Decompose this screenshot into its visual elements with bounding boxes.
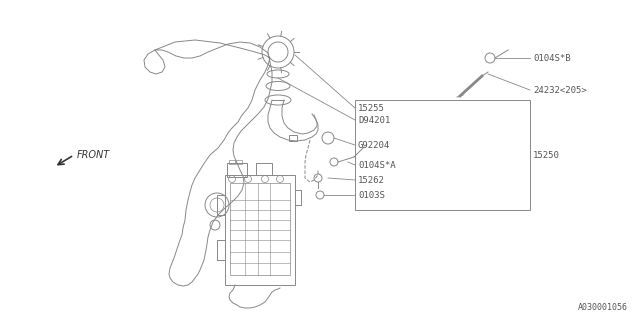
Bar	[229, 160, 235, 164]
Bar	[355, 100, 530, 210]
Text: 0103S: 0103S	[358, 190, 385, 199]
Bar	[230, 183, 290, 275]
Bar	[236, 160, 242, 164]
Text: FRONT: FRONT	[77, 150, 110, 160]
Text: 15255: 15255	[358, 103, 385, 113]
Bar	[289, 135, 297, 141]
Text: 15262: 15262	[358, 175, 385, 185]
Text: 0104S*B: 0104S*B	[533, 53, 571, 62]
Text: 0104S*A: 0104S*A	[358, 161, 396, 170]
Bar	[227, 163, 247, 177]
Text: A030001056: A030001056	[578, 303, 628, 312]
Bar	[256, 163, 272, 175]
Text: G92204: G92204	[358, 140, 390, 149]
Text: D94201: D94201	[358, 116, 390, 124]
Text: 24232<205>: 24232<205>	[533, 85, 587, 94]
Text: 15250: 15250	[533, 150, 560, 159]
Bar	[225, 175, 295, 285]
